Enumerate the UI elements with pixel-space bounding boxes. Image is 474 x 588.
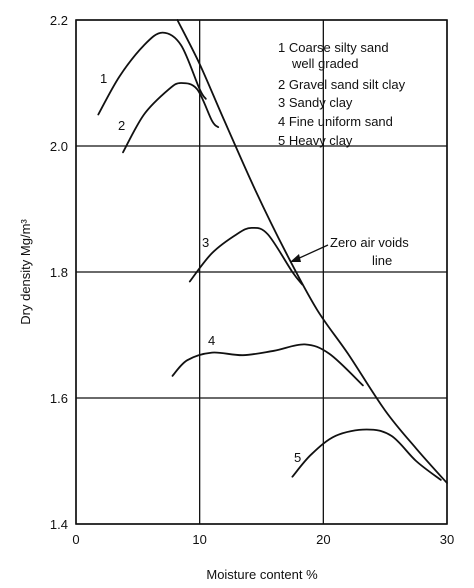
compaction-curve-2 (122, 82, 220, 154)
annotation-arrow-shaft (294, 244, 329, 261)
y-axis-label: Dry density Mg/m³ (18, 219, 33, 325)
x-tick-label-3: 30 (440, 532, 454, 547)
compaction-curve-4 (171, 343, 364, 387)
curve-label-1: 1 (100, 71, 107, 86)
annotation-arrow-head (290, 254, 301, 262)
legend-entry-3: 3 Sandy clay (278, 95, 353, 110)
y-tick-labels: 1.4 1.6 1.8 2.0 2.2 (50, 13, 68, 532)
curve-label-5: 5 (294, 450, 301, 465)
plot-frame (75, 19, 448, 525)
legend-entry-1-cont: well graded (291, 56, 359, 71)
x-tick-label-2: 20 (316, 532, 330, 547)
x-tick-label-0: 0 (72, 532, 79, 547)
y-tick-label-1: 1.6 (50, 391, 68, 406)
zero-air-voids-annotation: Zero air voids line (290, 235, 409, 268)
legend-entry-5: 5 Heavy clay (278, 133, 353, 148)
legend: 1 Coarse silty sand well graded 2 Gravel… (278, 40, 406, 148)
curve-label-3: 3 (202, 235, 209, 250)
curves (97, 19, 448, 484)
compaction-curve-5 (291, 428, 442, 481)
x-tick-labels: 0 10 20 30 (72, 532, 454, 547)
y-tick-label-4: 2.2 (50, 13, 68, 28)
annotation-line-1: Zero air voids (330, 235, 409, 250)
x-tick-label-1: 10 (192, 532, 206, 547)
y-tick-label-2: 1.8 (50, 265, 68, 280)
curve-label-2: 2 (118, 118, 125, 133)
y-tick-label-0: 1.4 (50, 517, 68, 532)
x-axis-label: Moisture content % (206, 567, 318, 582)
curve-label-4: 4 (208, 333, 215, 348)
legend-entry-1: 1 Coarse silty sand (278, 40, 389, 55)
legend-entry-4: 4 Fine uniform sand (278, 114, 393, 129)
curve-labels: 1 2 3 4 5 (100, 71, 301, 465)
compaction-curve-3 (188, 226, 304, 286)
compaction-curve-1 (97, 31, 207, 116)
grid (75, 19, 448, 525)
legend-entry-2: 2 Gravel sand silt clay (278, 77, 406, 92)
annotation-line-2: line (372, 253, 392, 268)
y-tick-label-3: 2.0 (50, 139, 68, 154)
zero-air-voids-line (176, 19, 448, 484)
